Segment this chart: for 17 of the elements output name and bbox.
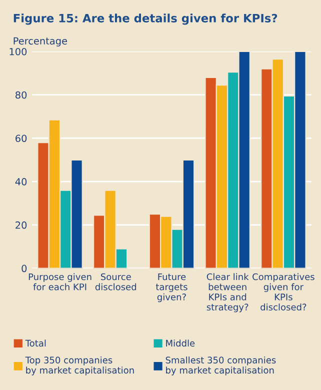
- legend-label: Smallest 350 companies by market capitalisation: [166, 356, 276, 376]
- x-tick-label: Purpose given for each KPI: [28, 273, 92, 290]
- chart-title: Figure 15: Are the details given for KPIs?: [14, 14, 278, 25]
- x-tick-label: Source disclosed: [95, 273, 136, 290]
- y-axis-title: Percentage: [14, 37, 68, 46]
- y-tick-label: 100: [10, 48, 27, 56]
- x-tick-label: Clear link between KPIs and strategy?: [206, 273, 249, 312]
- y-tick-label: 60: [16, 134, 27, 142]
- y-tick-label: 0: [22, 264, 27, 272]
- y-tick-label: 20: [16, 221, 27, 229]
- legend-label: Total: [25, 340, 46, 347]
- x-tick-label: Comparatives given for KPIs disclosed?: [252, 273, 314, 310]
- y-tick-label: 80: [16, 91, 27, 99]
- legend-label: Middle: [166, 340, 195, 347]
- x-tick-label: Future targets given?: [156, 273, 188, 302]
- y-tick-label: 40: [15, 178, 27, 186]
- legend-label: Top 350 companies by market capitalisation: [25, 356, 134, 376]
